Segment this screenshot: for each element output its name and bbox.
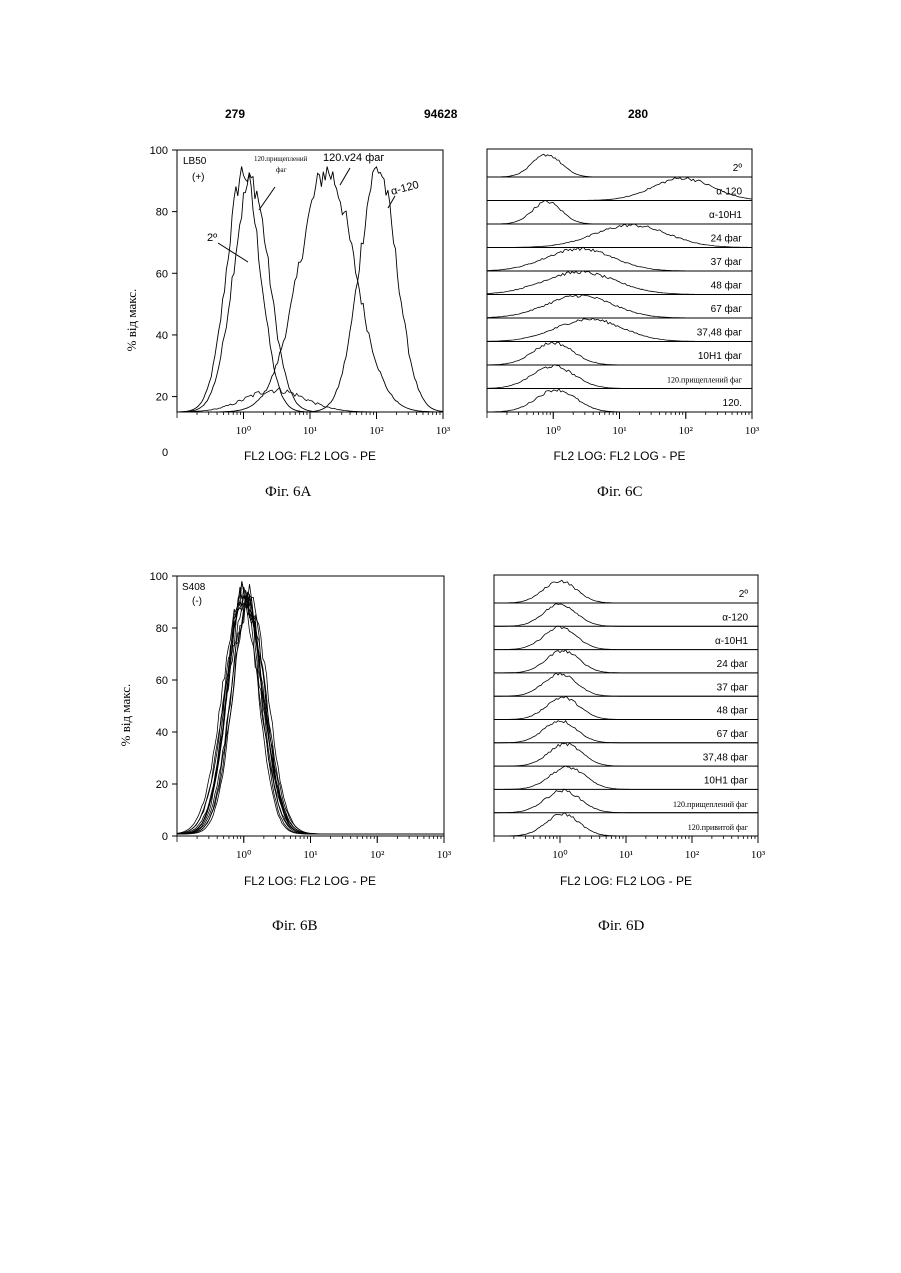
fig-6a-arrow	[218, 243, 248, 262]
fig-6d-x-tick-label: 10⁰	[552, 849, 568, 861]
fig-6a-annot-secondary: 2º	[207, 232, 217, 244]
fig-6a-sample-label: LB50	[183, 156, 207, 167]
fig-6c-track-label: 67 фаг	[711, 303, 743, 315]
fig-6a-arrow	[259, 187, 275, 210]
fig-6a-chart: 100 80 60 40 20 0 10⁰ 10¹ 10² 10³ % від макс. FL2 L…	[124, 145, 451, 463]
fig-6c-track-label: 2º	[733, 163, 743, 174]
fig-6b-series-line	[177, 597, 444, 834]
fig-6a-x-axis-label: FL2 LOG: FL2 LOG - PE	[244, 449, 376, 463]
fig-6d-x-axis-label: FL2 LOG: FL2 LOG - PE	[560, 874, 692, 888]
fig-6c-track-label: 24 фаг	[711, 233, 743, 245]
fig-6d-track-label: α-120	[722, 612, 748, 623]
fig-6c-track-label: 48 фаг	[711, 280, 743, 292]
fig-6b-y-tick-label: 80	[156, 623, 168, 635]
fig-6a-y-tick-label: 80	[156, 207, 168, 219]
fig-6a-x-tick-label: 10²	[369, 425, 384, 437]
fig-6a-annot-prischep-2: фаг	[276, 166, 287, 174]
fig-6c-track-label: 37 фаг	[711, 256, 743, 268]
fig-6b-y-tick-label: 0	[162, 831, 168, 843]
fig-6a-arrow	[340, 168, 350, 185]
fig-6a-annot-v24: 120.v24 фаг	[323, 152, 384, 164]
fig-6d-chart: 10⁰ 10¹ 10² 10³ FL2 LOG: FL2 LOG - PE 2º α-120…	[494, 575, 766, 888]
fig-6a-sample-sign: (+)	[192, 172, 205, 183]
fig-6b-series-line	[177, 592, 444, 834]
fig-6c-x-tick-label: 10³	[745, 425, 760, 437]
fig-6b-x-axis-label: FL2 LOG: FL2 LOG - PE	[244, 874, 376, 888]
fig-6d-track-trace	[494, 604, 758, 627]
fig-6c-chart: 10⁰ 10¹ 10² 10³ FL2 LOG: FL2 LOG - PE 2º α-120…	[487, 149, 760, 463]
fig-6b-chart: 100 80 60 40 20 0 10⁰ 10¹ 10² 10³ % від макс. FL2 L…	[118, 571, 452, 888]
fig-6c-track-trace	[487, 154, 752, 177]
fig-6c-track-label: 10H1 фаг	[698, 350, 742, 362]
fig-6b-series-line	[177, 587, 444, 834]
fig-6d-track-label: 37 фаг	[717, 681, 749, 693]
fig-6b-series-line	[177, 596, 444, 835]
fig-6d-track-label: 10H1 фаг	[704, 775, 748, 787]
fig-6b-y-tick-label: 20	[156, 779, 168, 791]
fig-6a-y-tick-label: 40	[156, 330, 168, 342]
fig-6a-annot-a120: α-120	[390, 179, 421, 198]
fig-6b-x-tick-label: 10⁰	[236, 849, 252, 861]
fig-6d-x-tick-label: 10¹	[619, 849, 633, 861]
fig-6b-series-line	[177, 584, 444, 834]
fig-6b-series-line	[177, 600, 444, 834]
fig-6b-plot-frame	[177, 576, 444, 836]
fig-6c-x-axis-label: FL2 LOG: FL2 LOG - PE	[553, 449, 685, 463]
fig-6a-y-tick-label: 60	[156, 268, 168, 280]
fig-6b-y-axis-label: % від макс.	[118, 684, 133, 747]
fig-6d-x-tick-label: 10³	[751, 849, 766, 861]
fig-6d-track-label: 24 фаг	[717, 658, 749, 670]
fig-6b-series-line	[177, 604, 444, 834]
fig-6d-track-label: 2º	[739, 589, 749, 600]
fig-6d-track-label: 67 фаг	[717, 728, 749, 740]
fig-6a-origin-label: 0	[162, 447, 168, 459]
fig-6c-track-label: 120.прищеплений фаг	[667, 376, 743, 385]
fig-6c-x-tick-label: 10¹	[612, 425, 626, 437]
fig-6b-sample-sign: (-)	[192, 596, 202, 607]
fig-6b-sample-label: S408	[182, 582, 206, 593]
fig-6c-track-label: 120.	[723, 398, 742, 409]
fig-6a-y-tick-label: 100	[150, 145, 168, 157]
fig-6a-x-tick-label: 10¹	[303, 425, 317, 437]
fig-6c-track-label: α-120	[716, 187, 742, 198]
fig-6b-series-line	[177, 587, 444, 834]
fig-6b-x-tick-label: 10¹	[303, 849, 317, 861]
fig-6c-x-tick-label: 10²	[679, 425, 694, 437]
fig-6a-x-tick-label: 10⁰	[236, 425, 252, 437]
fig-6a-annot-prischep: 120.прищеплений	[254, 155, 308, 163]
fig-6b-y-tick-label: 100	[150, 571, 168, 583]
fig-6d-track-trace	[494, 580, 758, 603]
fig-6c-track-label: α-10H1	[709, 210, 742, 221]
fig-6d-track-label: 120.прищеплений фаг	[673, 800, 749, 809]
figure-canvas: 100 80 60 40 20 0 10⁰ 10¹ 10² 10³ % від макс. FL2 L…	[0, 0, 901, 1273]
fig-6c-track-label: 37,48 фаг	[697, 327, 743, 339]
fig-6b-y-tick-label: 40	[156, 727, 168, 739]
fig-6d-x-tick-label: 10²	[685, 849, 700, 861]
fig-6c-track-trace	[487, 389, 752, 412]
fig-6b-y-tick-label: 60	[156, 675, 168, 687]
fig-6b-series-line	[177, 601, 444, 834]
fig-6a-y-axis-label: % від макс.	[124, 289, 139, 352]
fig-6a-x-tick-label: 10³	[436, 425, 451, 437]
fig-6d-track-label: α-10H1	[715, 636, 748, 647]
fig-6d-track-label: 37,48 фаг	[703, 751, 749, 763]
fig-6d-track-label: 120.привитой фаг	[688, 823, 749, 832]
fig-6a-minor-trace	[177, 388, 443, 412]
fig-6b-series-line	[177, 592, 444, 835]
fig-6c-x-tick-label: 10⁰	[546, 425, 562, 437]
fig-6b-x-tick-label: 10³	[437, 849, 452, 861]
fig-6c-track-trace	[487, 177, 752, 200]
fig-6d-track-label: 48 фаг	[717, 705, 749, 717]
fig-6b-x-tick-label: 10²	[370, 849, 385, 861]
fig-6a-y-tick-label: 20	[156, 392, 168, 404]
